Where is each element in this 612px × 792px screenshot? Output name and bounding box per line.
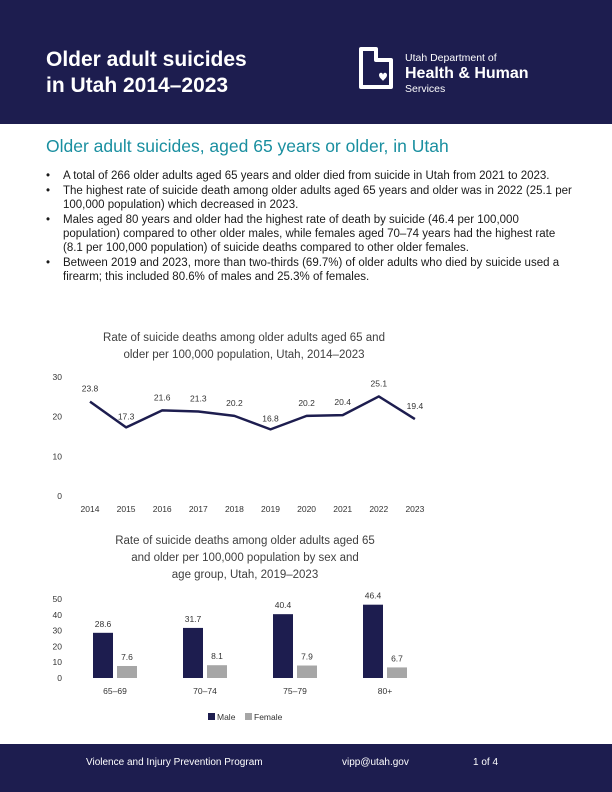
utah-state-outline-heart-icon — [359, 47, 393, 89]
footer-bar: Violence and Injury Prevention Program v… — [0, 744, 612, 792]
x-tick-label: 2015 — [117, 504, 136, 514]
y-tick-label: 50 — [53, 594, 63, 604]
data-label: 8.1 — [211, 651, 223, 661]
data-label: 28.6 — [95, 619, 112, 629]
chart-title-line: Rate of suicide deaths among older adult… — [115, 535, 375, 547]
bullet-item: Males aged 80 years and older had the hi… — [46, 213, 576, 255]
data-label: 25.1 — [371, 378, 388, 388]
x-tick-label: 65–69 — [103, 686, 127, 696]
data-label: 40.4 — [275, 600, 292, 610]
bar — [207, 665, 227, 678]
agency-logo-text: Utah Department of Health & Human Servic… — [405, 52, 529, 95]
y-tick-label: 0 — [57, 673, 62, 683]
data-label: 7.6 — [121, 652, 133, 662]
bar — [387, 667, 407, 678]
line-chart-rate-by-year: Rate of suicide deaths among older adult… — [53, 332, 425, 514]
y-tick-label: 40 — [53, 610, 63, 620]
data-label: 20.2 — [226, 398, 243, 408]
y-tick-label: 30 — [53, 626, 63, 636]
x-tick-label: 2016 — [153, 504, 172, 514]
bar — [183, 627, 203, 678]
chart-title-line: and older per 100,000 population by sex … — [131, 552, 359, 564]
bullet-item: A total of 266 older adults aged 65 year… — [46, 169, 576, 183]
summary-bullet-list: A total of 266 older adults aged 65 year… — [46, 169, 576, 285]
bar — [297, 665, 317, 678]
bar-chart-rate-by-sex-age: Rate of suicide deaths among older adult… — [53, 535, 407, 722]
data-label: 16.8 — [262, 413, 279, 423]
logo-line-1: Utah Department of — [405, 52, 497, 64]
data-label: 19.4 — [407, 401, 424, 411]
y-tick-label: 0 — [57, 491, 62, 501]
x-tick-label: 2019 — [261, 504, 280, 514]
page-title: Older adult suicides in Utah 2014–2023 — [46, 47, 326, 99]
data-label: 21.3 — [190, 394, 207, 404]
legend-swatch — [208, 713, 215, 720]
footer-page-number: 1 of 4 — [473, 757, 499, 768]
header-banner: Older adult suicides in Utah 2014–2023 U… — [0, 0, 612, 124]
logo-line-3: Services — [405, 83, 446, 95]
x-tick-label: 70–74 — [193, 686, 217, 696]
legend-swatch — [245, 713, 252, 720]
chart-title-line: age group, Utah, 2019–2023 — [172, 569, 318, 581]
y-tick-label: 30 — [53, 372, 63, 382]
legend-label: Male — [217, 712, 236, 722]
y-tick-label: 10 — [53, 657, 63, 667]
title-line-2: in Utah 2014–2023 — [46, 74, 229, 97]
legend-label: Female — [254, 712, 283, 722]
series-line — [89, 395, 416, 431]
x-tick-label: 2020 — [297, 504, 316, 514]
data-label: 31.7 — [185, 614, 202, 624]
x-tick-label: 2022 — [369, 504, 388, 514]
bar — [363, 604, 383, 678]
footer-program: Violence and Injury Prevention Program — [86, 757, 263, 768]
logo-line-2: Health & Human — [405, 65, 529, 82]
x-tick-label: 2023 — [405, 504, 424, 514]
y-tick-label: 10 — [53, 451, 63, 461]
data-label: 20.2 — [298, 398, 315, 408]
chart-title-line: Rate of suicide deaths among older adult… — [103, 332, 385, 344]
data-label: 23.8 — [82, 384, 99, 394]
section-title: Older adult suicides, aged 65 years or o… — [46, 136, 449, 156]
chart-title-line: older per 100,000 population, Utah, 2014… — [123, 349, 364, 361]
x-tick-label: 75–79 — [283, 686, 307, 696]
bullet-item: Between 2019 and 2023, more than two-thi… — [46, 256, 576, 284]
y-tick-label: 20 — [53, 412, 63, 422]
footer-email: vipp@utah.gov — [342, 757, 409, 768]
y-tick-label: 20 — [53, 641, 63, 651]
bar — [93, 632, 113, 678]
x-tick-label: 80+ — [378, 686, 392, 696]
data-label: 17.3 — [118, 411, 135, 421]
data-label: 7.9 — [301, 652, 313, 662]
bar — [117, 665, 137, 678]
bullet-item: The highest rate of suicide death among … — [46, 184, 576, 212]
x-tick-label: 2018 — [225, 504, 244, 514]
x-tick-label: 2021 — [333, 504, 352, 514]
title-line-1: Older adult suicides — [46, 48, 247, 71]
data-label: 46.4 — [365, 591, 382, 601]
data-label: 6.7 — [391, 653, 403, 663]
data-label: 20.4 — [334, 397, 351, 407]
x-tick-label: 2014 — [81, 504, 100, 514]
data-label: 21.6 — [154, 392, 171, 402]
bar — [273, 614, 293, 678]
x-tick-label: 2017 — [189, 504, 208, 514]
